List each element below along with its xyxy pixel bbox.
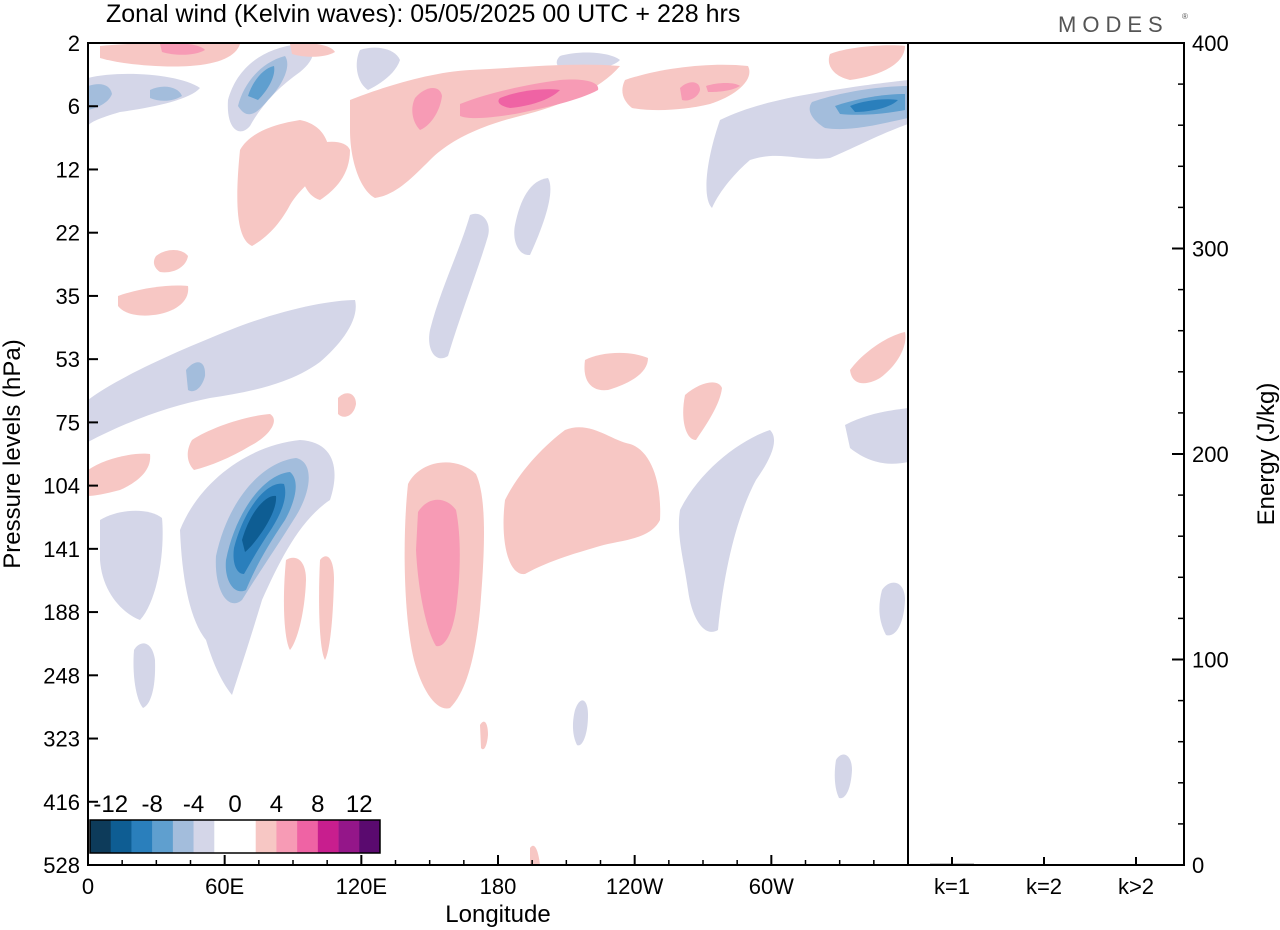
neg-region-12-35 bbox=[429, 213, 489, 359]
neg-region-141-188 bbox=[678, 430, 775, 632]
neg-region-323 bbox=[572, 700, 588, 746]
colorbar-label: 12 bbox=[346, 791, 373, 818]
pos-region-104-141 bbox=[503, 427, 661, 575]
registered-mark-icon: ® bbox=[1182, 12, 1188, 21]
colorbar-frame bbox=[89, 819, 381, 854]
pos-region-323 bbox=[480, 721, 488, 750]
neg-region-top-left bbox=[88, 73, 200, 126]
positive-weak-regions bbox=[88, 43, 906, 865]
pressure-tick-label: 141 bbox=[43, 537, 80, 562]
longitude-tick-label: 180 bbox=[480, 874, 517, 899]
colorbar-label: 8 bbox=[311, 791, 324, 818]
pressure-tick-label: 323 bbox=[43, 727, 80, 752]
pressure-tick-label: 75 bbox=[56, 410, 80, 435]
chart-title: Zonal wind (Kelvin waves): 05/05/2025 00… bbox=[106, 0, 740, 28]
pos-region-53-mid bbox=[584, 352, 648, 391]
energy-axis-label: Energy (J/kg) bbox=[1253, 383, 1280, 526]
colorbar-label: -8 bbox=[141, 791, 162, 818]
colorbar-swatch bbox=[235, 820, 257, 853]
colorbar-swatch bbox=[131, 820, 153, 853]
colorbar-swatch bbox=[193, 820, 215, 853]
neg-region-12-22-mid bbox=[514, 178, 551, 256]
pos-region-top-right-1 bbox=[828, 45, 905, 80]
pos-region-188-248 bbox=[319, 556, 334, 660]
pos-region-75-small bbox=[338, 393, 356, 417]
colorbar-swatch bbox=[90, 820, 112, 853]
energy-category-label: k=1 bbox=[934, 874, 970, 899]
pos-region-53-east bbox=[850, 332, 906, 384]
pressure-tick-label: 12 bbox=[56, 157, 80, 182]
pos-region-35 bbox=[118, 285, 189, 316]
pressure-tick-label: 2 bbox=[68, 31, 80, 56]
negative-peak-region bbox=[242, 495, 277, 552]
pressure-tick-label: 188 bbox=[43, 600, 80, 625]
colorbar-swatch bbox=[276, 820, 298, 853]
neg-region-188-east bbox=[879, 582, 905, 636]
pos-region-top-patch bbox=[290, 43, 335, 57]
heatmap-field bbox=[88, 43, 908, 865]
colorbar-swatch bbox=[317, 820, 339, 853]
longitude-tick-label: 120E bbox=[336, 874, 387, 899]
negative-weak-regions bbox=[88, 44, 908, 799]
colorbar: -12 -8 -4 0 4 8 12 bbox=[89, 791, 381, 854]
colorbar-label: -12 bbox=[93, 791, 128, 818]
energy-tick-label: 300 bbox=[1192, 237, 1229, 262]
colorbar-label: 0 bbox=[228, 791, 241, 818]
y-axis-label: Pressure levels (hPa) bbox=[0, 339, 26, 568]
energy-plot-frame bbox=[907, 42, 1185, 866]
colorbar-swatch bbox=[297, 820, 319, 853]
pressure-tick-label: 248 bbox=[43, 663, 80, 688]
pressure-tick-label: 416 bbox=[43, 790, 80, 815]
longitude-tick-label: 60E bbox=[205, 874, 244, 899]
pressure-tick-label: 22 bbox=[56, 221, 80, 246]
neg-region-top-strip bbox=[356, 47, 400, 90]
pressure-tick-label: 528 bbox=[43, 853, 80, 878]
x-axis-label: Longitude bbox=[445, 901, 550, 928]
pos-region-141-mid bbox=[283, 557, 306, 650]
pos-region-104-west bbox=[88, 453, 151, 496]
energy-tick-label: 100 bbox=[1192, 648, 1229, 673]
energy-category-label: k=2 bbox=[1026, 874, 1062, 899]
colorbar-swatch bbox=[338, 820, 360, 853]
energy-tick-label: 400 bbox=[1192, 31, 1229, 56]
colorbar-swatch bbox=[152, 820, 174, 853]
neg-region-75-east bbox=[845, 408, 908, 464]
colorbar-label: -4 bbox=[183, 791, 204, 818]
neg-region-248-west bbox=[133, 643, 156, 708]
neg-region-35-53 bbox=[88, 300, 356, 442]
pos-region-top-left bbox=[100, 43, 240, 67]
pos-region-12-22-b bbox=[299, 141, 350, 200]
energy-tick-label: 0 bbox=[1192, 853, 1204, 878]
colorbar-swatch bbox=[172, 820, 194, 853]
pos-region-75 bbox=[187, 414, 274, 470]
colorbar-swatch bbox=[110, 820, 132, 853]
pos-region-22 bbox=[153, 250, 188, 273]
pressure-tick-label: 35 bbox=[56, 284, 80, 309]
longitude-tick-label: 0 bbox=[82, 874, 94, 899]
longitude-tick-label: 60W bbox=[749, 874, 794, 899]
colorbar-swatch bbox=[214, 820, 236, 853]
modes-logo-text: MODES bbox=[1058, 12, 1169, 37]
pressure-tick-label: 104 bbox=[43, 474, 80, 499]
colorbar-label: 4 bbox=[270, 791, 283, 818]
positive-strong-regions bbox=[498, 89, 560, 108]
neg-region-141-west bbox=[100, 510, 163, 620]
pos-region-75-mid bbox=[683, 382, 722, 440]
energy-category-label: k>2 bbox=[1118, 874, 1154, 899]
pressure-tick-label: 53 bbox=[56, 347, 80, 372]
longitude-tick-label: 120W bbox=[606, 874, 664, 899]
longitude-axis-ticks: 0 60E 120E 180 120W 60W bbox=[82, 855, 875, 899]
neg-region-416 bbox=[834, 754, 852, 799]
energy-bars: k=1 k=2 k>2 bbox=[930, 857, 1158, 899]
colorbar-swatch bbox=[255, 820, 277, 853]
pressure-tick-label: 6 bbox=[68, 94, 80, 119]
colorbar-swatch bbox=[359, 820, 381, 853]
energy-tick-label: 200 bbox=[1192, 442, 1229, 467]
pressure-axis-ticks: 2 6 12 22 35 53 75 104 141 188 248 323 416 528 bbox=[43, 31, 98, 878]
energy-axis-ticks: 0 100 200 300 400 bbox=[1172, 31, 1229, 878]
